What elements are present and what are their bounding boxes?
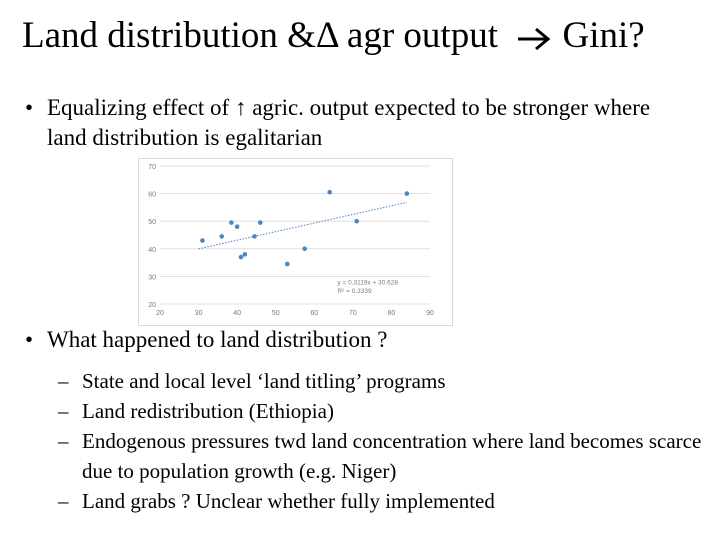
dash-marker: –	[58, 399, 69, 423]
data-point	[354, 218, 360, 224]
data-point	[302, 246, 307, 252]
bullet-equalizing-effect: • Equalizing effect of ↑ agric. output e…	[25, 93, 687, 153]
x-tick-label: 40	[233, 310, 241, 317]
x-tick-label: 30	[195, 310, 203, 317]
sub-bullet-text: Endogenous pressures twd land concentrat…	[82, 429, 702, 483]
sub-bullet-text: State and local level ‘land titling’ pro…	[82, 369, 446, 393]
bullet-text: What happened to land distribution ?	[47, 327, 388, 352]
y-tick-label: 40	[148, 247, 156, 254]
scatter-chart: 20 30 40 50 60 70 20 30 40 50 60 70 80 90 y = 0.3119x …	[138, 158, 453, 326]
data-point	[252, 234, 257, 239]
sub-bullet-text: Land grabs ? Unclear whether fully imple…	[82, 489, 495, 513]
trendline	[198, 201, 407, 250]
r-squared-label: R² = 0.3339	[337, 288, 372, 295]
sub-bullet: – State and local level ‘land titling’ p…	[58, 366, 708, 396]
x-tick-label: 70	[349, 310, 357, 317]
sub-bullet: – Land redistribution (Ethiopia)	[58, 396, 708, 426]
data-point	[229, 220, 234, 225]
sub-bullet-list: – State and local level ‘land titling’ p…	[58, 366, 708, 516]
data-point	[284, 261, 290, 267]
data-point	[257, 220, 263, 225]
chart-border	[138, 158, 453, 326]
x-tick-label: 80	[388, 310, 396, 317]
trendline-equation: y = 0.3119x + 30.628	[337, 280, 398, 287]
y-tick-label: 20	[148, 302, 156, 309]
data-point	[200, 238, 205, 243]
data-point	[242, 252, 248, 257]
slide-title: Land distribution &Δ agr output Gini?	[22, 14, 645, 57]
y-tick-label: 50	[148, 219, 156, 226]
dash-marker: –	[58, 429, 69, 453]
x-tick-label: 90	[426, 310, 434, 317]
y-tick-label: 30	[148, 274, 156, 281]
data-point	[327, 189, 333, 195]
title-end-text: Gini?	[562, 15, 645, 56]
x-tick-label: 50	[272, 310, 280, 317]
x-tick-label: 60	[310, 310, 318, 317]
data-point	[219, 234, 225, 239]
dash-marker: –	[58, 369, 69, 393]
x-tick-label: 20	[156, 310, 164, 317]
title-text: Land distribution &Δ agr output	[22, 15, 498, 56]
y-tick-label: 70	[148, 164, 156, 171]
dash-marker: –	[58, 489, 69, 513]
sub-bullet: – Land grabs ? Unclear whether fully imp…	[58, 486, 708, 516]
sub-bullet-text: Land redistribution (Ethiopia)	[82, 399, 334, 423]
bullet-text: Equalizing effect of ↑ agric. output exp…	[47, 95, 651, 150]
data-point	[404, 191, 410, 196]
data-point	[234, 224, 240, 230]
right-arrow-icon	[518, 27, 551, 50]
bullet-dot: •	[25, 95, 34, 120]
sub-bullet: – Endogenous pressures twd land concentr…	[58, 426, 708, 486]
y-tick-label: 60	[148, 192, 156, 199]
bullet-dot: •	[25, 327, 34, 352]
data-point	[238, 254, 244, 260]
bullet-land-distribution: • What happened to land distribution ?	[25, 325, 687, 355]
